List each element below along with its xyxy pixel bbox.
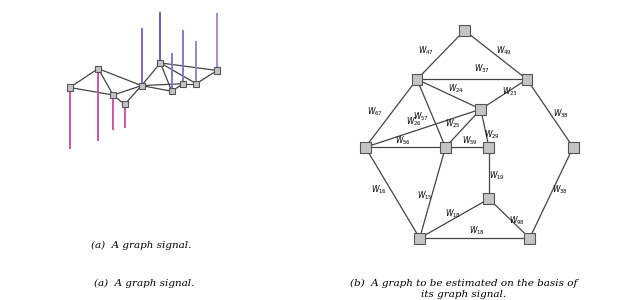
Bar [522,74,532,85]
Bar [110,92,116,98]
Text: $W_{67}$: $W_{67}$ [367,106,383,118]
Text: $W_{98}$: $W_{98}$ [509,215,525,227]
Bar [483,142,494,153]
Text: $W_{38}$: $W_{38}$ [553,107,569,119]
Bar [95,66,101,72]
Text: $W_{29}$: $W_{29}$ [484,129,500,141]
Bar [122,101,127,107]
Bar [169,88,175,94]
Text: $W_{24}$: $W_{24}$ [449,82,465,95]
Bar [524,233,535,244]
Text: (a)  A graph signal.: (a) A graph signal. [92,241,192,250]
Text: $W_{18}$: $W_{18}$ [445,207,461,220]
Bar [568,142,579,153]
Text: its graph signal.: its graph signal. [421,290,507,299]
Text: (a)  A graph signal.: (a) A graph signal. [94,279,194,288]
Bar [476,104,486,115]
Text: $W_{15}$: $W_{15}$ [417,189,433,202]
Text: $W_{16}$: $W_{16}$ [371,184,387,196]
Text: $W_{57}$: $W_{57}$ [413,110,429,123]
Bar [67,85,73,91]
Text: $W_{37}$: $W_{37}$ [474,63,490,75]
Text: (b)  A graph to be estimated on the basis of: (b) A graph to be estimated on the basis… [350,279,578,288]
Bar [157,60,163,66]
Bar [180,81,186,87]
Text: $W_{19}$: $W_{19}$ [489,169,505,182]
Text: $W_{49}$: $W_{49}$ [496,45,512,57]
Text: $W_{25}$: $W_{25}$ [445,117,461,130]
Text: $W_{18}$: $W_{18}$ [469,224,485,237]
Bar [414,233,425,244]
Bar [193,81,199,87]
Text: $W_{47}$: $W_{47}$ [418,45,434,57]
Text: $W_{26}$: $W_{26}$ [406,115,422,128]
Bar [412,74,422,85]
Bar [459,25,470,36]
Text: $W_{38}$: $W_{38}$ [552,184,568,196]
Bar [440,142,451,153]
Text: $W_{59}$: $W_{59}$ [462,134,477,147]
Bar [360,142,371,153]
Bar [214,68,220,74]
Text: $W_{56}$: $W_{56}$ [396,134,412,147]
Bar [138,82,145,88]
Bar [483,194,494,204]
Text: $W_{23}$: $W_{23}$ [502,85,518,98]
